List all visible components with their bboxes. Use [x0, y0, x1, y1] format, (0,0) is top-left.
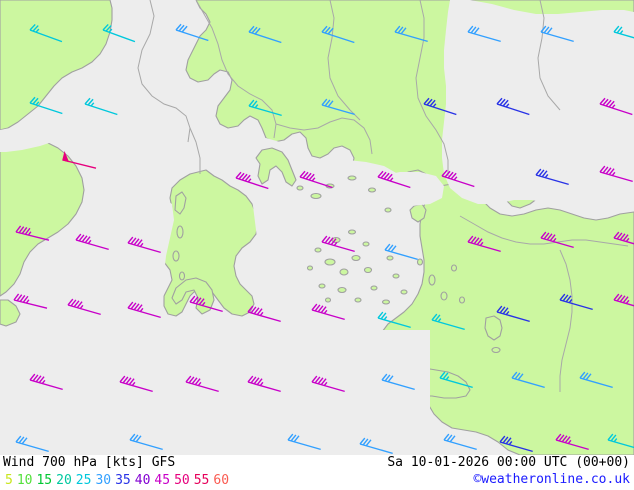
scale-stop-60: 60 — [213, 473, 230, 488]
footer-left: Wind 700 hPa [kts] GFS — [3, 455, 175, 471]
scale-stop-50: 50 — [174, 473, 190, 488]
southeast-islands — [491, 346, 501, 354]
chios-island — [409, 203, 427, 223]
scale-stop-55: 55 — [193, 473, 210, 488]
footer-right: Sa 10-01-2026 00:00 UTC (00+00) ©weather… — [387, 455, 630, 488]
black-sea — [442, 0, 634, 210]
footer-bar: Wind 700 hPa [kts] GFS 5 10 15 20 25 30 35 40 45… — [0, 455, 634, 490]
scale-stop-30: 30 — [95, 473, 112, 488]
scale-stop-45: 45 — [154, 473, 171, 488]
libyan-sea — [0, 330, 430, 455]
chart-title: Wind 700 hPa [kts] GFS — [3, 455, 176, 470]
ionian-sea — [72, 196, 174, 324]
scale-stop-25: 25 — [75, 473, 92, 488]
scale-stop-20: 20 — [56, 473, 72, 488]
map-geography — [0, 0, 634, 455]
chalkidiki-peninsula — [255, 147, 297, 187]
italy-apulia — [0, 0, 113, 131]
scale-stop-35: 35 — [115, 473, 131, 488]
scale-stop-10: 10 — [16, 473, 33, 488]
ionian-islands — [172, 225, 186, 281]
dodecanese-islands — [416, 258, 466, 304]
scale-stop-40: 40 — [134, 473, 151, 488]
scale-stop-15: 15 — [36, 473, 53, 488]
scale-stop-5: 5 — [5, 473, 13, 488]
wind-speed-scale: 5 10 15 20 25 30 35 40 45 50 55 60 — [5, 472, 233, 489]
map-canvas[interactable] — [0, 0, 634, 455]
valid-time: Sa 10-01-2026 00:00 UTC (00+00) — [387, 455, 630, 470]
source-credit[interactable]: ©weatheronline.co.uk — [473, 472, 630, 487]
corfu-island — [174, 191, 187, 215]
